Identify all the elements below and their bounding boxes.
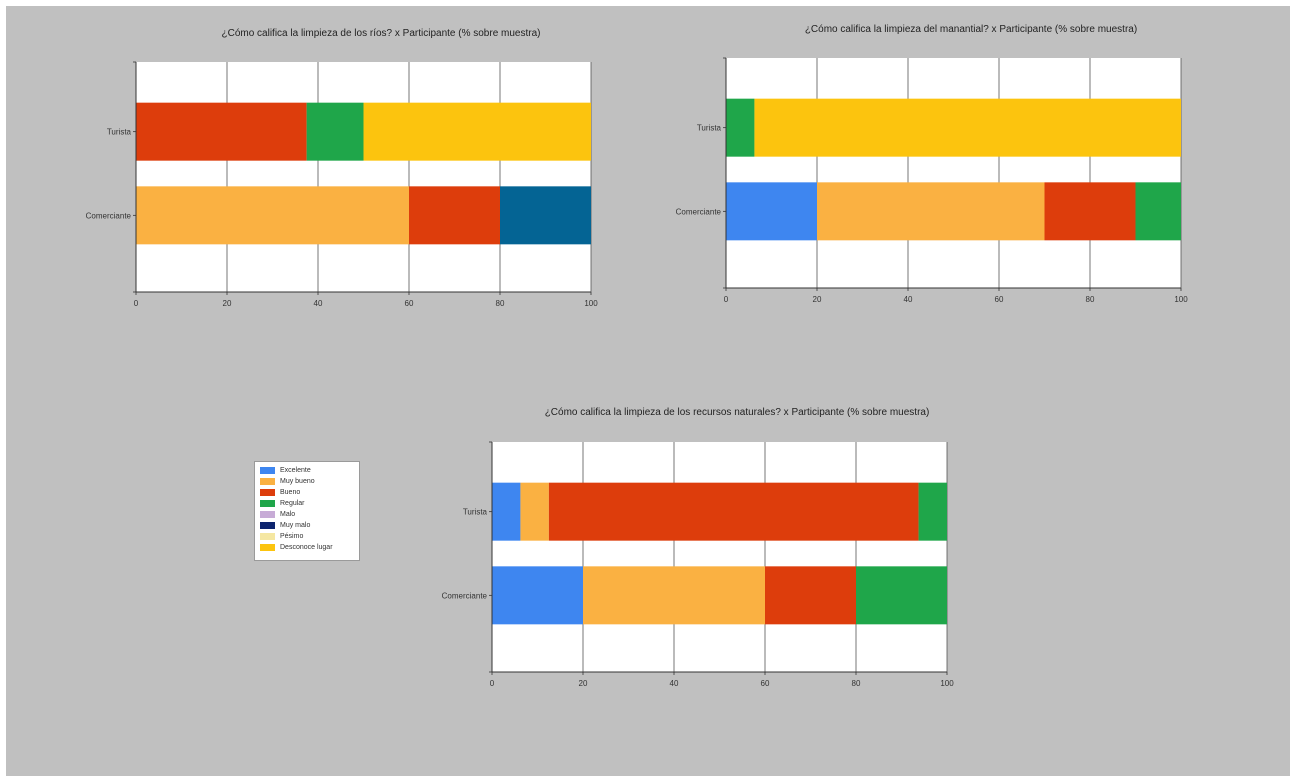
bar-segment [754, 98, 1181, 157]
chart-rios: Turista Comerciante 0 20 40 60 80 100 [86, 61, 598, 308]
bar-segment [765, 566, 856, 625]
x-tick-label: 80 [1086, 295, 1095, 304]
plot-area [726, 58, 1181, 288]
x-tick-label: 100 [584, 299, 598, 308]
legend-label: Malo [280, 511, 296, 518]
legend-label: Pésimo [280, 533, 304, 540]
bar-segment [1044, 182, 1136, 241]
x-tick-label: 40 [904, 295, 913, 304]
legend-swatch [260, 489, 275, 496]
chart-title-manantial: ¿Cómo califica la limpieza del manantial… [804, 24, 1138, 35]
legend-item: Regular [260, 498, 359, 509]
bar-segment [306, 102, 364, 161]
chart-manantial: Turista Comerciante 0 20 40 60 80 100 [676, 57, 1188, 304]
y-tick-label: Turista [697, 124, 722, 133]
legend-item: Bueno [260, 487, 359, 498]
y-tick-label: Turista [107, 128, 132, 137]
legend-label: Excelente [280, 467, 311, 474]
legend-item: Desconoce lugar [260, 542, 359, 553]
x-tick-label: 80 [852, 679, 861, 688]
plot-area [136, 62, 591, 292]
bar-segment [918, 482, 947, 541]
y-tick-label: Turista [463, 508, 488, 517]
legend-label: Bueno [280, 489, 301, 496]
bar-segment [492, 482, 521, 541]
report-canvas: ¿Cómo califica la limpieza de los ríos? … [6, 6, 1290, 776]
chart-title-rios: ¿Cómo califica la limpieza de los ríos? … [221, 28, 541, 39]
y-tick-label: Comerciante [86, 211, 132, 220]
legend-label: Muy bueno [280, 478, 315, 485]
bar-segment [520, 482, 549, 541]
legend-swatch [260, 533, 275, 540]
legend-label: Muy malo [280, 522, 311, 529]
chart-title-recursos: ¿Cómo califica la limpieza de los recurs… [544, 407, 930, 418]
legend-swatch [260, 544, 275, 551]
legend-swatch [260, 511, 275, 518]
plot-area [492, 442, 947, 672]
x-tick-label: 40 [314, 299, 323, 308]
x-tick-label: 60 [761, 679, 770, 688]
bar-segment [1135, 182, 1181, 241]
chart-recursos: Turista Comerciante 0 20 40 60 80 100 [442, 441, 954, 688]
legend-label: Desconoce lugar [280, 544, 333, 551]
bar-segment [492, 566, 583, 625]
bar-segment [136, 186, 409, 245]
bar-segment [548, 482, 919, 541]
x-tick-label: 0 [490, 679, 495, 688]
legend-swatch [260, 500, 275, 507]
x-tick-label: 100 [940, 679, 954, 688]
legend-item: Muy bueno [260, 476, 359, 487]
legend-item: Malo [260, 509, 359, 520]
bar-segment [856, 566, 947, 625]
legend-item: Muy malo [260, 520, 359, 531]
bar-segment [726, 182, 817, 241]
bar-segment [363, 102, 591, 161]
bar-segment [583, 566, 765, 625]
bar-segment [500, 186, 591, 245]
legend-item: Pésimo [260, 531, 359, 542]
x-tick-label: 40 [670, 679, 679, 688]
legend-item: Excelente [260, 465, 359, 476]
bar-segment [136, 102, 307, 161]
bar-segment [726, 98, 755, 157]
x-tick-label: 20 [223, 299, 232, 308]
x-tick-label: 100 [1174, 295, 1188, 304]
legend-swatch [260, 467, 275, 474]
y-tick-label: Comerciante [442, 591, 488, 600]
chart-legend: Excelente Muy bueno Bueno Regular Malo M… [254, 461, 360, 561]
x-tick-label: 60 [405, 299, 414, 308]
bar-segment [409, 186, 500, 245]
x-tick-label: 60 [995, 295, 1004, 304]
x-tick-label: 20 [579, 679, 588, 688]
x-tick-label: 20 [813, 295, 822, 304]
x-tick-label: 0 [134, 299, 139, 308]
x-tick-label: 80 [496, 299, 505, 308]
legend-swatch [260, 478, 275, 485]
bar-segment [817, 182, 1045, 241]
y-tick-label: Comerciante [676, 207, 722, 216]
legend-swatch [260, 522, 275, 529]
legend-label: Regular [280, 500, 305, 507]
x-tick-label: 0 [724, 295, 729, 304]
